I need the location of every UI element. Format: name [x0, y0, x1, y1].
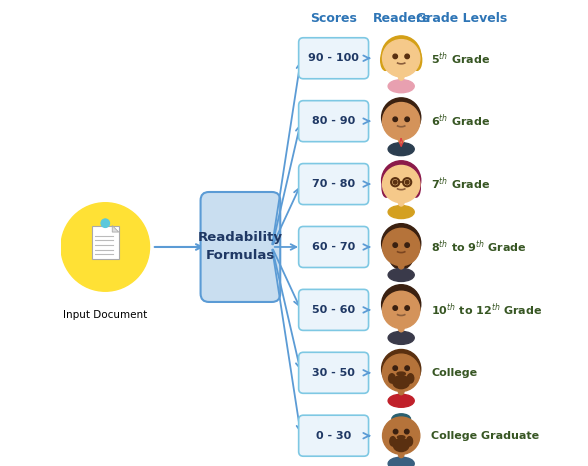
Ellipse shape: [397, 436, 405, 439]
Circle shape: [382, 98, 421, 137]
Ellipse shape: [399, 262, 404, 269]
Text: 70 - 80: 70 - 80: [312, 179, 355, 189]
Ellipse shape: [388, 143, 414, 156]
Text: 90 - 100: 90 - 100: [308, 53, 359, 63]
Ellipse shape: [382, 178, 390, 197]
Text: College Graduate: College Graduate: [432, 431, 540, 441]
Text: Input Document: Input Document: [63, 310, 148, 320]
Circle shape: [405, 180, 409, 184]
FancyBboxPatch shape: [299, 38, 369, 79]
Polygon shape: [112, 226, 119, 232]
Ellipse shape: [388, 206, 414, 219]
Ellipse shape: [399, 137, 404, 143]
Circle shape: [393, 117, 397, 122]
FancyBboxPatch shape: [299, 101, 369, 142]
Circle shape: [61, 203, 149, 291]
Circle shape: [383, 291, 420, 329]
Ellipse shape: [388, 457, 414, 466]
Ellipse shape: [399, 199, 404, 206]
Text: 6$^{th}$ Grade: 6$^{th}$ Grade: [432, 113, 490, 130]
Ellipse shape: [385, 301, 392, 315]
Circle shape: [393, 243, 397, 247]
Ellipse shape: [389, 374, 395, 383]
Ellipse shape: [388, 80, 414, 93]
Text: 30 - 50: 30 - 50: [312, 368, 355, 378]
Ellipse shape: [412, 50, 422, 70]
Circle shape: [405, 429, 409, 434]
Circle shape: [405, 366, 409, 370]
Ellipse shape: [399, 388, 404, 395]
Circle shape: [101, 219, 109, 227]
FancyBboxPatch shape: [92, 226, 119, 259]
Ellipse shape: [388, 268, 414, 281]
Circle shape: [383, 228, 420, 266]
Circle shape: [383, 354, 420, 391]
Ellipse shape: [406, 437, 413, 446]
Circle shape: [393, 306, 397, 310]
Text: Readers: Readers: [372, 12, 430, 25]
FancyBboxPatch shape: [299, 164, 369, 205]
Ellipse shape: [388, 331, 414, 344]
Text: Readability
Formulas: Readability Formulas: [198, 232, 283, 262]
Circle shape: [382, 350, 421, 389]
Circle shape: [405, 54, 409, 59]
Ellipse shape: [390, 418, 412, 432]
Circle shape: [383, 103, 420, 140]
Ellipse shape: [410, 301, 418, 315]
Circle shape: [382, 161, 421, 200]
Ellipse shape: [392, 414, 410, 424]
Circle shape: [393, 429, 398, 434]
FancyBboxPatch shape: [299, 289, 369, 330]
Circle shape: [405, 117, 409, 122]
Ellipse shape: [390, 437, 396, 446]
Text: 50 - 60: 50 - 60: [312, 305, 355, 315]
FancyBboxPatch shape: [201, 192, 280, 302]
Circle shape: [383, 40, 420, 77]
Circle shape: [393, 54, 397, 59]
Ellipse shape: [393, 376, 410, 389]
Text: 10$^{th}$ to 12$^{th}$ Grade: 10$^{th}$ to 12$^{th}$ Grade: [432, 302, 543, 318]
Circle shape: [382, 36, 421, 75]
Ellipse shape: [399, 451, 404, 458]
Text: 8$^{th}$ to 9$^{th}$ Grade: 8$^{th}$ to 9$^{th}$ Grade: [432, 239, 527, 255]
Text: College: College: [432, 368, 477, 378]
FancyBboxPatch shape: [299, 352, 369, 393]
Ellipse shape: [399, 325, 404, 332]
Circle shape: [393, 180, 397, 184]
Ellipse shape: [104, 219, 106, 227]
Circle shape: [405, 306, 409, 310]
Ellipse shape: [388, 394, 414, 407]
Ellipse shape: [399, 74, 404, 80]
Ellipse shape: [391, 292, 412, 302]
Text: Scores: Scores: [310, 12, 357, 25]
Circle shape: [393, 366, 397, 370]
Circle shape: [383, 417, 420, 454]
Ellipse shape: [407, 374, 414, 383]
Text: 5$^{th}$ Grade: 5$^{th}$ Grade: [432, 50, 490, 67]
Ellipse shape: [397, 372, 405, 376]
Text: 7$^{th}$ Grade: 7$^{th}$ Grade: [432, 176, 490, 192]
Text: 60 - 70: 60 - 70: [312, 242, 355, 252]
Text: 80 - 90: 80 - 90: [312, 116, 355, 126]
Text: 0 - 30: 0 - 30: [316, 431, 351, 441]
Ellipse shape: [392, 104, 410, 116]
FancyBboxPatch shape: [299, 226, 369, 267]
Ellipse shape: [391, 426, 412, 431]
Ellipse shape: [393, 439, 409, 452]
Ellipse shape: [380, 50, 390, 70]
FancyBboxPatch shape: [299, 415, 369, 456]
Ellipse shape: [388, 236, 414, 269]
Ellipse shape: [412, 178, 420, 197]
Text: Grade Levels: Grade Levels: [416, 12, 507, 25]
Circle shape: [382, 285, 421, 324]
Circle shape: [382, 224, 421, 263]
Circle shape: [383, 165, 420, 203]
Circle shape: [405, 243, 409, 247]
